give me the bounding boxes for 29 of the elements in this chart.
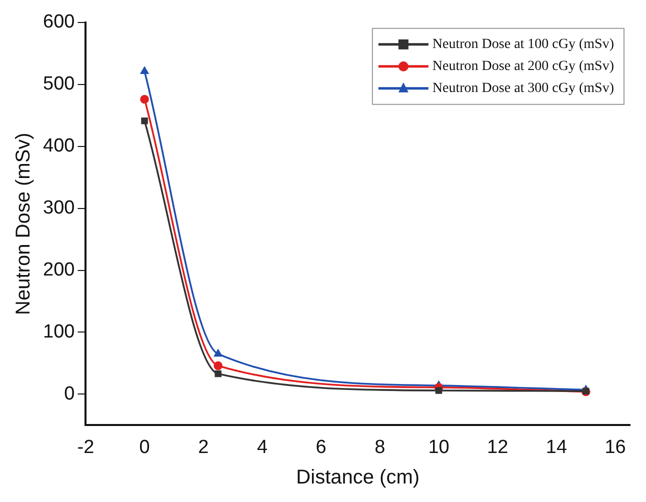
legend-label: Neutron Dose at 200 cGy (mSv) bbox=[432, 59, 614, 74]
y-tick-label: 200 bbox=[43, 260, 75, 281]
x-tick-label: 2 bbox=[198, 436, 209, 458]
point bbox=[214, 350, 222, 357]
point bbox=[214, 361, 222, 370]
y-tick-label: 600 bbox=[43, 12, 75, 33]
y-tick-label: 100 bbox=[43, 321, 75, 342]
x-tick-label: 14 bbox=[546, 436, 568, 458]
point bbox=[435, 387, 442, 394]
point bbox=[214, 370, 222, 378]
y-tick-label: 300 bbox=[43, 198, 75, 219]
x-tick-label: 6 bbox=[316, 436, 326, 458]
x-tick-label: 10 bbox=[428, 436, 450, 458]
x-axis-title: Distance (cm) bbox=[296, 466, 420, 489]
point bbox=[140, 66, 148, 74]
y-tick-label: 400 bbox=[43, 136, 75, 157]
x-tick-label: -2 bbox=[77, 436, 94, 458]
x-tick-label: 16 bbox=[604, 436, 626, 458]
point bbox=[141, 118, 148, 124]
legend-label: Neutron Dose at 100 cGy (mSv) bbox=[432, 37, 614, 52]
x-tick-label: 0 bbox=[139, 436, 150, 458]
x-tick-label: 4 bbox=[256, 436, 268, 458]
legend-label: Neutron Dose at 300 cGy (mSv) bbox=[432, 81, 614, 96]
x-tick-label: 8 bbox=[374, 436, 386, 458]
y-axis-title: Neutron Dose (mSv) bbox=[12, 132, 35, 315]
y-tick-label: 500 bbox=[43, 74, 75, 95]
y-tick-label: 0 bbox=[64, 383, 75, 404]
x-tick-label: 12 bbox=[487, 436, 508, 458]
point bbox=[140, 94, 149, 104]
